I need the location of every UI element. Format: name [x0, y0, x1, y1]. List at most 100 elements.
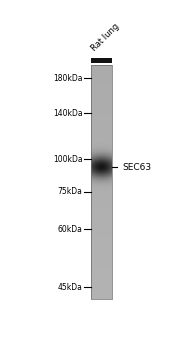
Bar — [91, 208, 112, 209]
Text: 45kDa: 45kDa — [58, 283, 83, 292]
Bar — [91, 98, 112, 99]
Bar — [91, 130, 112, 131]
Bar — [91, 131, 112, 132]
Bar — [91, 184, 112, 185]
Bar — [91, 138, 112, 139]
Bar — [91, 157, 112, 158]
Bar — [91, 153, 112, 154]
Bar — [91, 143, 112, 144]
Bar — [91, 134, 112, 135]
Bar — [91, 260, 112, 261]
Bar — [91, 69, 112, 70]
Bar — [91, 193, 112, 194]
Bar — [91, 116, 112, 117]
Bar — [91, 254, 112, 255]
Bar — [91, 188, 112, 189]
Bar — [91, 220, 112, 221]
Bar — [91, 94, 112, 96]
Bar — [91, 201, 112, 202]
Bar — [91, 203, 112, 204]
Bar — [91, 115, 112, 116]
Bar — [91, 273, 112, 274]
Bar — [91, 103, 112, 104]
Bar — [91, 259, 112, 260]
Bar — [91, 114, 112, 115]
Bar — [91, 92, 112, 93]
Bar — [91, 160, 112, 161]
Bar — [91, 178, 112, 179]
Bar — [91, 127, 112, 128]
Bar — [91, 171, 112, 172]
Bar — [91, 246, 112, 247]
Bar — [91, 102, 112, 103]
Bar — [91, 239, 112, 240]
Bar — [91, 97, 112, 98]
Bar — [91, 66, 112, 67]
Bar — [91, 258, 112, 259]
Bar — [91, 161, 112, 162]
Bar — [91, 268, 112, 269]
Bar — [91, 210, 112, 211]
Bar — [91, 266, 112, 267]
Bar — [91, 207, 112, 208]
Bar — [91, 238, 112, 239]
Bar — [91, 194, 112, 195]
Bar — [91, 209, 112, 210]
Bar — [91, 152, 112, 153]
Bar — [91, 249, 112, 250]
Bar — [91, 154, 112, 155]
Bar — [91, 276, 112, 277]
Bar — [91, 295, 112, 296]
Bar — [91, 204, 112, 205]
Bar — [91, 110, 112, 111]
Bar — [91, 140, 112, 141]
Bar — [91, 172, 112, 173]
Bar — [91, 111, 112, 112]
Bar — [91, 141, 112, 142]
Bar — [91, 94, 112, 95]
Bar — [91, 79, 112, 80]
Bar — [91, 179, 112, 180]
Bar — [91, 186, 112, 187]
Bar — [91, 237, 112, 238]
Bar — [91, 224, 112, 225]
Bar — [91, 72, 112, 73]
Bar — [91, 93, 112, 94]
Bar — [91, 287, 112, 288]
Bar — [91, 113, 112, 114]
Bar — [91, 65, 112, 66]
Bar — [91, 277, 112, 278]
Bar — [91, 125, 112, 126]
Bar — [91, 183, 112, 184]
Bar — [91, 294, 112, 295]
Bar — [91, 145, 112, 146]
Bar — [91, 198, 112, 200]
Bar — [91, 187, 112, 188]
Bar — [91, 88, 112, 89]
Bar — [91, 265, 112, 266]
Bar — [91, 87, 112, 88]
Bar — [91, 162, 112, 163]
Bar — [91, 75, 112, 76]
Bar — [91, 244, 112, 245]
Bar — [91, 78, 112, 79]
Bar — [91, 68, 112, 69]
Bar — [91, 267, 112, 268]
Bar — [91, 251, 112, 252]
Bar — [91, 202, 112, 203]
Bar — [91, 298, 112, 299]
Bar — [91, 248, 112, 249]
Bar — [91, 200, 112, 201]
Bar — [91, 280, 112, 281]
Bar — [91, 96, 112, 97]
Bar — [91, 262, 112, 264]
Bar — [91, 173, 112, 174]
Bar — [91, 212, 112, 214]
Bar — [91, 89, 112, 90]
Bar — [91, 137, 112, 138]
Bar — [91, 81, 112, 82]
Bar — [91, 155, 112, 156]
Bar — [91, 216, 112, 217]
Bar — [91, 271, 112, 272]
Bar — [91, 177, 112, 178]
